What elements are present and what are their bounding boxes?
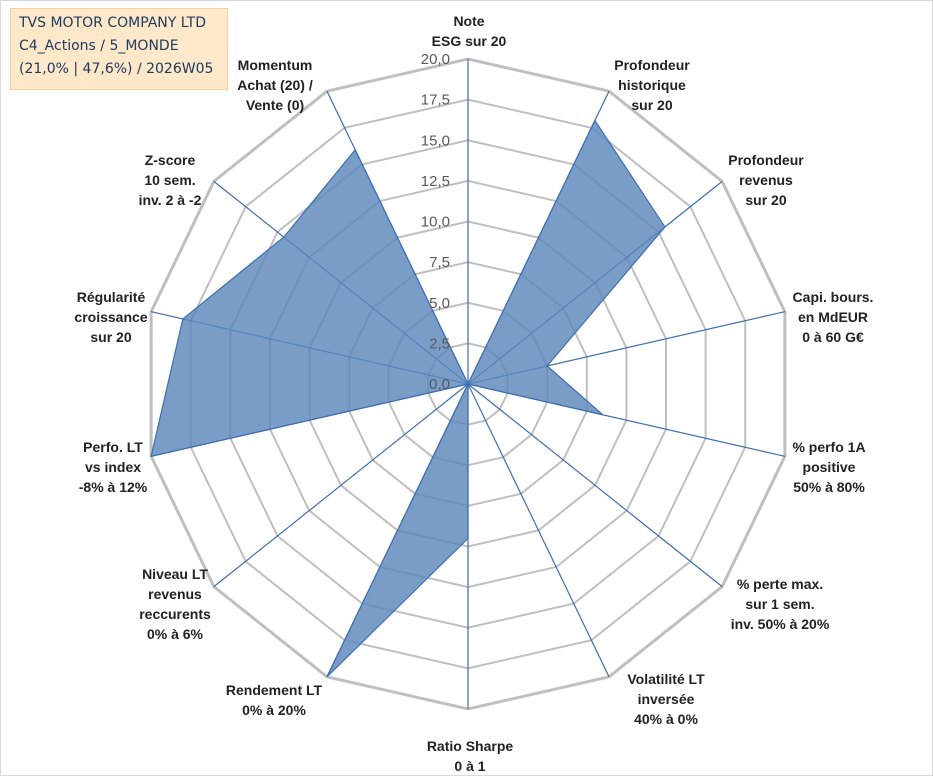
radial-tick-labels: 0,0 2,5 5,0 7,5 10,0 12,5 15,0 17,5 20,0 xyxy=(421,51,450,393)
axis-label: Ratio Sharpe 0 à 1 xyxy=(427,738,514,774)
tick-label: 12,5 xyxy=(421,173,450,190)
tick-label: 0,0 xyxy=(429,376,450,393)
tick-label: 7,5 xyxy=(429,254,450,271)
axis-label: % perfo 1A positive 50% à 80% xyxy=(792,439,865,495)
axis-label: Régularité croissance sur 20 xyxy=(74,289,147,345)
series-area xyxy=(150,119,666,678)
axis-label: Rendement LT 0% à 20% xyxy=(226,682,323,718)
tick-label: 15,0 xyxy=(421,132,450,149)
axis-label: Profondeur historique sur 20 xyxy=(614,57,690,113)
axis-label: Z-score 10 sem. inv. 2 à -2 xyxy=(139,152,202,208)
radar-series xyxy=(150,119,666,678)
axis-labels: Note ESG sur 20 Profondeur historique sur 20… xyxy=(74,13,873,774)
axis-label: Capi. bours. en MdEUR 0 à 60 G€ xyxy=(793,289,874,345)
tick-label: 20,0 xyxy=(421,51,450,68)
tick-label: 10,0 xyxy=(421,214,450,231)
axis-label: Profondeur revenus sur 20 xyxy=(728,152,804,208)
axis-label: Momentum Achat (20) / Vente (0) xyxy=(237,57,313,113)
axis-spoke xyxy=(467,383,723,588)
tick-label: 5,0 xyxy=(429,295,450,312)
info-box: TVS MOTOR COMPANY LTD C4_Actions / 5_MON… xyxy=(10,8,228,90)
axis-label: Note ESG sur 20 xyxy=(432,13,507,49)
axis-spoke xyxy=(467,383,610,678)
axis-label: Volatilité LT inversée 40% à 0% xyxy=(627,671,705,727)
category-label: C4_Actions / 5_MONDE xyxy=(19,38,179,54)
company-name: TVS MOTOR COMPANY LTD xyxy=(19,15,206,31)
axis-spoke xyxy=(213,383,469,588)
axis-label: Niveau LT revenus reccurents 0% à 6% xyxy=(139,566,211,642)
axis-label: % perte max. sur 1 sem. inv. 50% à 20% xyxy=(731,576,830,632)
stats-label: (21,0% | 47,6%) / 2026W05 xyxy=(19,61,214,77)
tick-label: 17,5 xyxy=(421,92,450,109)
tick-label: 2,5 xyxy=(429,335,450,352)
axis-label: Perfo. LT vs index -8% à 12% xyxy=(79,439,148,495)
